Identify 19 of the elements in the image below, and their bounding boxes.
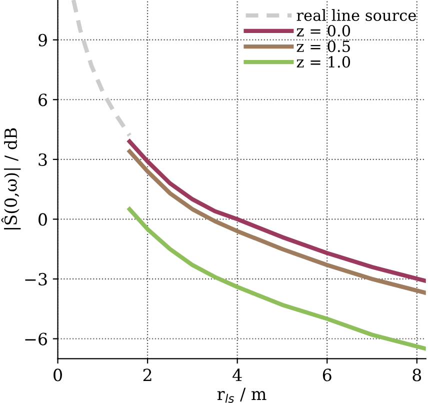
legend-label: real line source bbox=[296, 9, 416, 21]
line-series bbox=[128, 207, 426, 351]
y-tick-label: −3 bbox=[25, 272, 47, 286]
y-tick-label: 3 bbox=[38, 153, 47, 166]
y-axis-title: |Ŝ(0,ω)| / dB bbox=[1, 128, 21, 230]
line-series bbox=[71, 0, 132, 138]
legend-label: z = 1.0 bbox=[296, 56, 350, 68]
y-tick-label: 6 bbox=[38, 94, 48, 106]
y-tick-label: 0 bbox=[38, 213, 47, 226]
legend-label: z = 0.0 bbox=[296, 24, 350, 37]
x-tick-label: 0 bbox=[54, 368, 62, 382]
x-axis-title: r$_{ls}$ / m bbox=[217, 388, 266, 403]
y-tick-label: 9 bbox=[38, 34, 47, 46]
x-tick-label: 2 bbox=[143, 368, 152, 382]
legend-label: z = 0.5 bbox=[296, 40, 350, 52]
x-tick-label: 8 bbox=[412, 368, 422, 382]
y-tick-label: −6 bbox=[25, 332, 48, 346]
x-tick-label: 4 bbox=[232, 368, 242, 382]
x-tick-label: 6 bbox=[322, 368, 332, 382]
